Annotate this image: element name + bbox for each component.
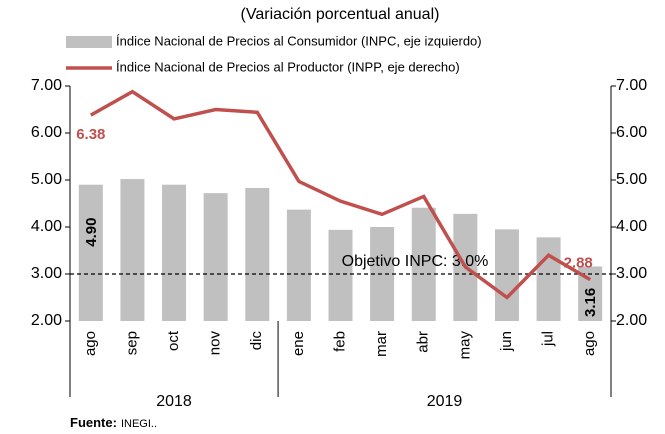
x-tick-label: jun bbox=[498, 331, 515, 352]
target-label: Objetivo INPC: 3.0% bbox=[342, 253, 489, 270]
y-tick-label: 2.00 bbox=[31, 312, 62, 329]
group-label: 2019 bbox=[427, 393, 463, 410]
bar bbox=[162, 184, 187, 321]
bar bbox=[78, 184, 103, 321]
x-tick-label: mar bbox=[373, 331, 390, 357]
y-tick-label: 5.00 bbox=[31, 171, 62, 188]
bar bbox=[245, 187, 270, 321]
bar bbox=[411, 207, 436, 321]
y2-tick-label: 6.00 bbox=[616, 124, 647, 141]
y2-tick-label: 4.00 bbox=[616, 218, 647, 235]
line bbox=[89, 89, 592, 300]
x-tick-label: sep bbox=[123, 331, 140, 355]
x-tick-label: may bbox=[456, 331, 473, 360]
x-tick-label: jul bbox=[540, 331, 557, 347]
bar-value-label: 3.16 bbox=[582, 288, 599, 317]
legend-swatch bbox=[66, 36, 112, 48]
bar bbox=[203, 193, 228, 321]
bar bbox=[536, 237, 561, 321]
y2-tick-label: 2.00 bbox=[616, 312, 647, 329]
bar bbox=[120, 179, 145, 321]
y-tick-label: 7.00 bbox=[31, 77, 62, 94]
x-tick-label: nov bbox=[207, 331, 224, 356]
chart-title: (Variación porcentual anual) bbox=[241, 6, 440, 23]
bar bbox=[494, 229, 519, 321]
source-label: Fuente: bbox=[70, 415, 117, 430]
line-value-label: 6.38 bbox=[76, 126, 105, 143]
x-tick-label: ago bbox=[581, 331, 598, 356]
bar bbox=[286, 209, 311, 321]
source-text: INEGI.. bbox=[121, 418, 157, 430]
x-tick-label: ago bbox=[82, 331, 99, 356]
y2-tick-label: 5.00 bbox=[616, 171, 647, 188]
x-tick-label: dic bbox=[248, 331, 265, 351]
y-tick-label: 3.00 bbox=[31, 265, 62, 282]
bar-value-label: 4.90 bbox=[83, 217, 100, 246]
legend-label: Índice Nacional de Precios al Productor … bbox=[116, 59, 460, 74]
x-tick-label: oct bbox=[165, 330, 182, 351]
legend-label: Índice Nacional de Precios al Consumidor… bbox=[116, 33, 482, 48]
y-tick-label: 6.00 bbox=[31, 124, 62, 141]
y-tick-label: 4.00 bbox=[31, 218, 62, 235]
y2-tick-label: 3.00 bbox=[616, 265, 647, 282]
y2-tick-label: 7.00 bbox=[616, 77, 647, 94]
x-tick-label: feb bbox=[331, 331, 348, 352]
bar bbox=[328, 229, 353, 321]
group-label: 2018 bbox=[156, 393, 192, 410]
line-value-label: 2.88 bbox=[564, 255, 593, 272]
x-tick-label: abr bbox=[415, 331, 432, 353]
source: Fuente: INEGI.. bbox=[70, 415, 157, 430]
x-tick-label: ene bbox=[290, 331, 307, 356]
